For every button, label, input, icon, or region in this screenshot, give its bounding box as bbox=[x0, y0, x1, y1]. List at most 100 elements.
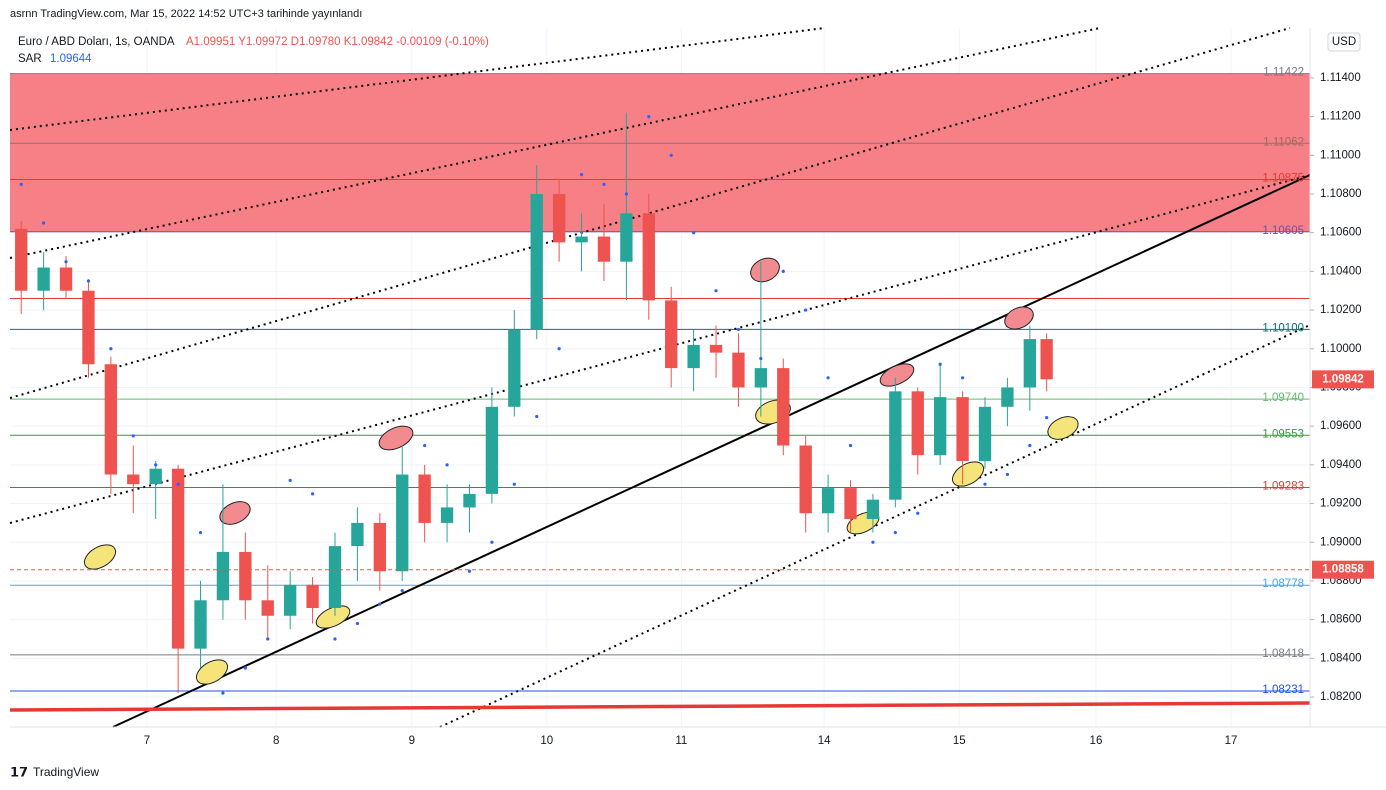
candle-body bbox=[575, 236, 588, 243]
currency-box[interactable] bbox=[1327, 32, 1361, 52]
x-tick-label: 17 bbox=[1225, 735, 1238, 747]
candle-body bbox=[709, 344, 723, 353]
sar-dot bbox=[938, 362, 942, 366]
sar-dot bbox=[759, 356, 763, 361]
support-touch bbox=[195, 659, 229, 685]
candle-body bbox=[821, 488, 835, 514]
sar-dot bbox=[826, 376, 830, 380]
level-label: 1.09283 bbox=[1262, 481, 1304, 493]
drawings bbox=[9, 27, 1311, 728]
candle-body bbox=[485, 406, 499, 494]
candle-body bbox=[171, 468, 185, 649]
candle-body bbox=[306, 584, 319, 609]
y-tick-label: 1.10800 bbox=[1320, 188, 1362, 200]
sar-dot bbox=[647, 115, 651, 119]
candle-body bbox=[956, 397, 969, 461]
candle-body bbox=[620, 213, 633, 262]
sar-dot bbox=[378, 602, 382, 606]
x-tick-label: 14 bbox=[818, 735, 831, 747]
sar-dot bbox=[848, 443, 853, 448]
currency[interactable]: USD bbox=[1332, 36, 1356, 48]
candle-body bbox=[328, 546, 342, 609]
channel-line bbox=[439, 324, 1311, 728]
candle-body bbox=[844, 488, 857, 520]
trend-line bbox=[112, 174, 1311, 728]
level-label: 1.09553 bbox=[1262, 428, 1304, 440]
level-label: 1.08231 bbox=[1262, 684, 1304, 696]
price-badge bbox=[1312, 370, 1374, 389]
price-badge-label: 1.09842 bbox=[1322, 373, 1364, 385]
indicator-name: SAR bbox=[18, 53, 42, 65]
x-tick-label: 11 bbox=[675, 735, 687, 747]
sar-dot bbox=[736, 327, 741, 332]
sar-dot bbox=[871, 540, 875, 544]
support-touch bbox=[315, 605, 351, 629]
sar-dot bbox=[1028, 443, 1032, 448]
y-tick-label: 1.08400 bbox=[1320, 652, 1362, 664]
candle-body bbox=[687, 344, 700, 369]
x-tick-label: 8 bbox=[273, 735, 279, 747]
sar-dot bbox=[1045, 416, 1049, 420]
x-tick-label: 9 bbox=[409, 735, 415, 747]
y-tick-label: 1.09400 bbox=[1320, 459, 1362, 471]
candle-body bbox=[597, 236, 611, 262]
sar-dot bbox=[423, 443, 427, 448]
x-tick-label: 16 bbox=[1090, 735, 1103, 747]
candle-body bbox=[732, 352, 745, 388]
candle-body bbox=[82, 290, 95, 365]
resistance-zone bbox=[10, 73, 1310, 232]
candle-body bbox=[642, 213, 655, 301]
channel-line bbox=[9, 174, 1311, 524]
candle-body bbox=[216, 551, 230, 601]
brand-logo: 𝟭𝟳 bbox=[10, 764, 28, 779]
sar-dot bbox=[579, 173, 584, 177]
level-label: 1.10875 bbox=[1262, 173, 1304, 185]
y-tick-label: 1.11200 bbox=[1320, 111, 1361, 123]
candle-body bbox=[1023, 339, 1036, 388]
y-tick-label: 1.09000 bbox=[1320, 536, 1362, 548]
sar-dot bbox=[86, 279, 91, 283]
candle-body bbox=[1040, 339, 1053, 380]
sar-dot bbox=[557, 347, 561, 351]
y-tick-label: 1.09200 bbox=[1320, 498, 1362, 510]
x-tick-label: 7 bbox=[144, 735, 150, 747]
sar-dot bbox=[602, 182, 606, 186]
sar-dot bbox=[154, 463, 158, 467]
level-label: 1.08418 bbox=[1262, 648, 1304, 660]
level-label: 1.11422 bbox=[1263, 67, 1304, 79]
sar-dot bbox=[310, 492, 315, 496]
candle-body bbox=[463, 493, 476, 508]
candle-body bbox=[508, 329, 521, 407]
resistance-touch bbox=[879, 363, 915, 387]
support-touch bbox=[83, 544, 117, 570]
resistance-touch bbox=[750, 257, 780, 283]
candle-body bbox=[665, 300, 678, 369]
sar-dot bbox=[983, 482, 987, 486]
sar-dot bbox=[288, 478, 292, 482]
price-axis: 1.082001.084001.086001.088001.090001.092… bbox=[10, 28, 1386, 747]
ohlc: A1.09951 Y1.09972 D1.09780 K1.09842 -0.0… bbox=[186, 36, 489, 48]
sar-dot bbox=[804, 308, 808, 312]
candle-body bbox=[373, 522, 386, 572]
sar-dot bbox=[669, 153, 673, 157]
sar-dot bbox=[467, 569, 472, 573]
level-label: 1.10100 bbox=[1262, 322, 1304, 334]
y-tick-label: 1.08600 bbox=[1320, 614, 1362, 626]
y-tick-label: 1.10600 bbox=[1320, 227, 1362, 239]
y-tick-label: 1.10200 bbox=[1320, 304, 1362, 316]
sar-dot bbox=[535, 414, 539, 419]
y-tick-label: 1.08200 bbox=[1320, 691, 1362, 703]
sar-dot bbox=[714, 289, 718, 293]
candle-body bbox=[799, 445, 812, 514]
candle-body bbox=[59, 267, 73, 291]
candle-body bbox=[1001, 387, 1014, 407]
candle-body bbox=[261, 600, 274, 616]
sar-dot bbox=[512, 482, 516, 486]
sar-dot bbox=[916, 511, 920, 515]
candle-body bbox=[351, 522, 364, 547]
candle-body bbox=[127, 474, 140, 485]
candle-body bbox=[104, 364, 118, 475]
sar-dot bbox=[221, 691, 225, 695]
sar-dot bbox=[960, 376, 965, 380]
